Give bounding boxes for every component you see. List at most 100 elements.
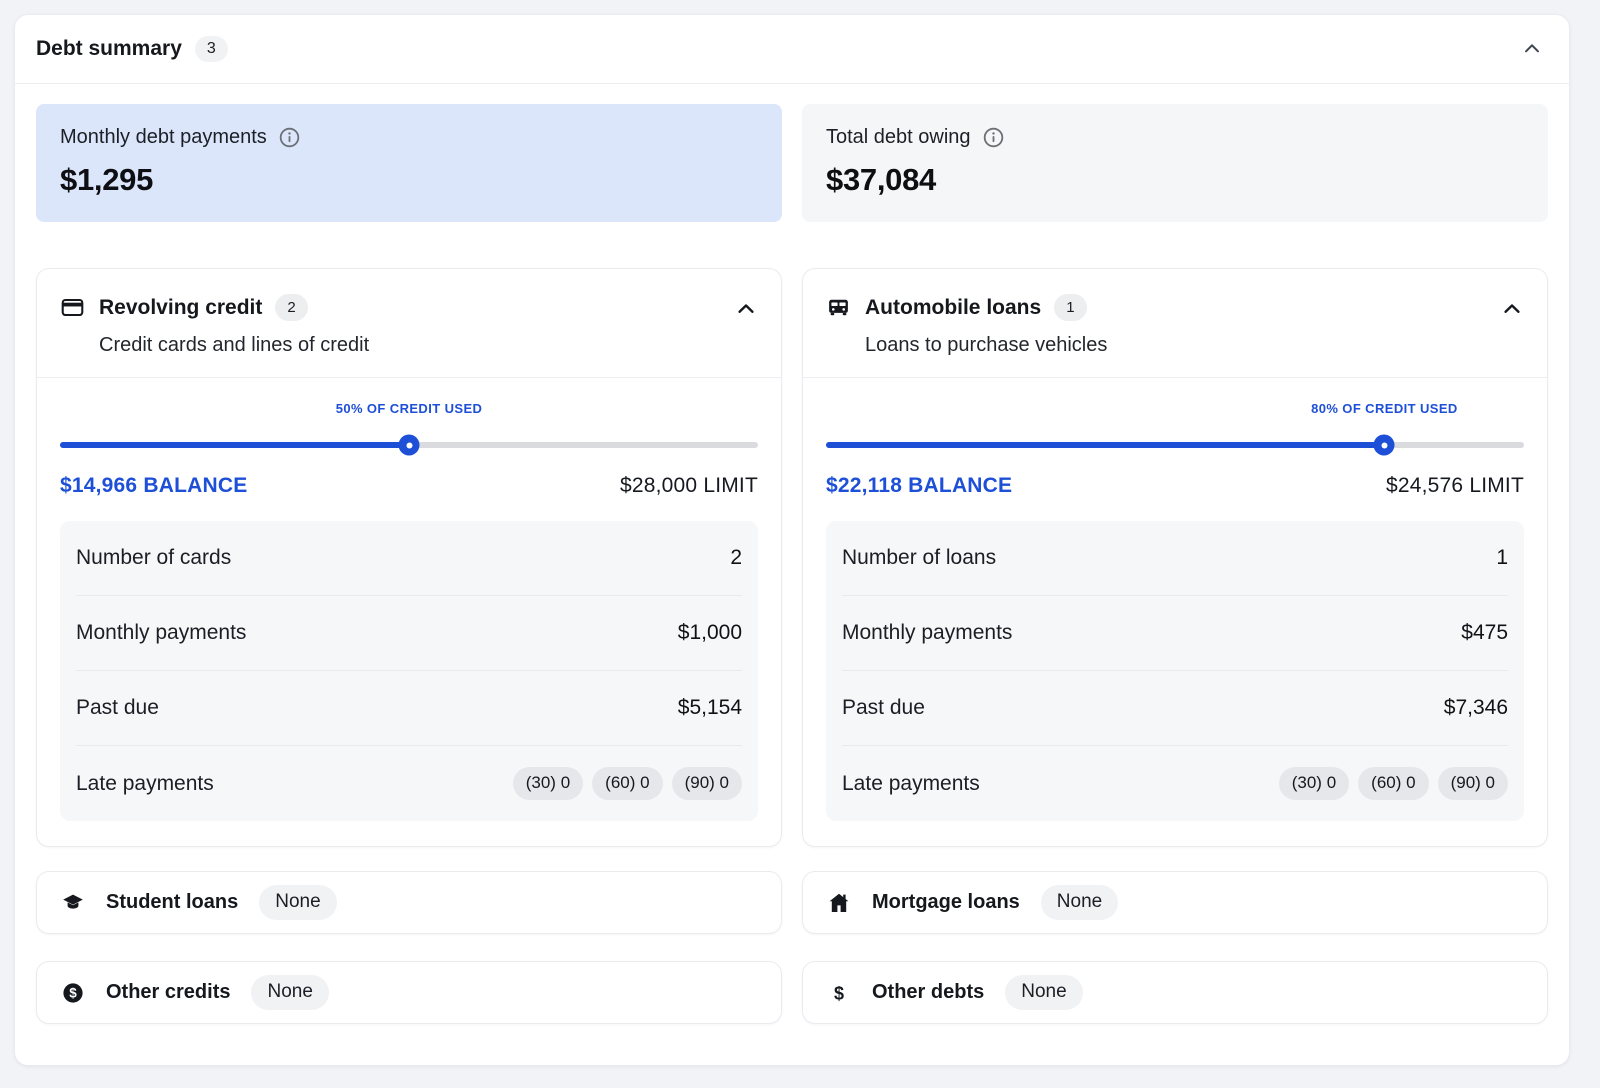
stats-label: Number of cards bbox=[76, 546, 231, 570]
monthly-debt-payments-card: Monthly debt payments $1,295 bbox=[36, 104, 782, 222]
slider-fill bbox=[60, 442, 409, 448]
automobile-loans-title: Automobile loans bbox=[865, 296, 1041, 320]
collapse-chevron-up-icon[interactable] bbox=[1521, 38, 1543, 60]
table-row: Past due $7,346 bbox=[842, 671, 1508, 746]
stats-label: Number of loans bbox=[842, 546, 996, 570]
revolving-credit-card: Revolving credit 2 Credit cards and line… bbox=[36, 268, 782, 847]
stats-value: $5,154 bbox=[678, 696, 742, 720]
svg-text:$: $ bbox=[69, 985, 77, 1000]
graduation-cap-icon bbox=[61, 891, 85, 915]
monthly-debt-label-row: Monthly debt payments bbox=[60, 126, 758, 149]
late-payment-pills: (30) 0 (60) 0 (90) 0 bbox=[1279, 767, 1508, 799]
total-debt-label-row: Total debt owing bbox=[826, 126, 1524, 149]
late-pill-30: (30) 0 bbox=[1279, 767, 1349, 799]
house-icon bbox=[827, 891, 851, 915]
automobile-loans-card: Automobile loans 1 Loans to purchase veh… bbox=[802, 268, 1548, 847]
table-row: Number of cards 2 bbox=[76, 521, 742, 596]
limit-text: $28,000 LIMIT bbox=[620, 474, 758, 498]
stats-value: 1 bbox=[1496, 546, 1508, 570]
stats-label: Late payments bbox=[76, 772, 214, 796]
other-debts-title: Other debts bbox=[872, 981, 984, 1004]
automobile-loans-header: Automobile loans 1 Loans to purchase veh… bbox=[803, 269, 1547, 377]
total-debt-label: Total debt owing bbox=[826, 126, 971, 149]
late-pill-60: (60) 0 bbox=[592, 767, 662, 799]
total-debt-value: $37,084 bbox=[826, 162, 1524, 198]
stats-value: 2 bbox=[730, 546, 742, 570]
slider-thumb[interactable] bbox=[399, 435, 420, 456]
credit-used-label: 50% OF CREDIT USED bbox=[336, 401, 483, 416]
automobile-loans-body: 80% OF CREDIT USED $22,118 BALANCE $24,5… bbox=[803, 378, 1547, 846]
summary-row: Monthly debt payments $1,295 Total debt … bbox=[36, 104, 1548, 222]
automobile-loans-stats-table: Number of loans 1 Monthly payments $475 … bbox=[826, 521, 1524, 821]
late-pill-90: (90) 0 bbox=[672, 767, 742, 799]
automobile-loans-title-row: Automobile loans 1 bbox=[865, 294, 1487, 321]
balance-text: $14,966 BALANCE bbox=[60, 474, 247, 498]
dollar-icon: $ bbox=[827, 981, 851, 1005]
detail-row: Revolving credit 2 Credit cards and line… bbox=[36, 268, 1548, 847]
late-pill-60: (60) 0 bbox=[1358, 767, 1428, 799]
slider-thumb[interactable] bbox=[1374, 435, 1395, 456]
late-payment-pills: (30) 0 (60) 0 (90) 0 bbox=[513, 767, 742, 799]
stats-label: Monthly payments bbox=[76, 621, 246, 645]
panel-content: Monthly debt payments $1,295 Total debt … bbox=[15, 84, 1569, 1050]
mortgage-loans-card[interactable]: Mortgage loans None bbox=[802, 871, 1548, 934]
other-debts-card[interactable]: $ Other debts None bbox=[802, 961, 1548, 1024]
limit-text: $24,576 LIMIT bbox=[1386, 474, 1524, 498]
panel-header: Debt summary 3 bbox=[15, 15, 1569, 84]
other-credits-card[interactable]: $ Other credits None bbox=[36, 961, 782, 1024]
collapse-chevron-up-icon[interactable] bbox=[1501, 298, 1523, 320]
late-pill-90: (90) 0 bbox=[1438, 767, 1508, 799]
collapse-chevron-up-icon[interactable] bbox=[735, 298, 757, 320]
debt-count-badge: 3 bbox=[195, 36, 228, 62]
late-pill-30: (30) 0 bbox=[513, 767, 583, 799]
stats-value: $7,346 bbox=[1444, 696, 1508, 720]
total-debt-owing-card: Total debt owing $37,084 bbox=[802, 104, 1548, 222]
student-loans-title: Student loans bbox=[106, 891, 238, 914]
other-credits-none-badge: None bbox=[251, 975, 328, 1010]
automobile-loans-count-badge: 1 bbox=[1054, 294, 1086, 321]
revolving-credit-head-main: Revolving credit 2 Credit cards and line… bbox=[99, 294, 721, 357]
debt-summary-panel: Debt summary 3 Monthly debt payments $1,… bbox=[14, 14, 1570, 1066]
stats-value: $475 bbox=[1461, 621, 1508, 645]
table-row: Monthly payments $475 bbox=[842, 596, 1508, 671]
revolving-credit-stats-table: Number of cards 2 Monthly payments $1,00… bbox=[60, 521, 758, 821]
table-row: Number of loans 1 bbox=[842, 521, 1508, 596]
student-loans-none-badge: None bbox=[259, 885, 336, 920]
balance-row: $22,118 BALANCE $24,576 LIMIT bbox=[826, 474, 1524, 498]
svg-text:$: $ bbox=[834, 983, 844, 1003]
stats-value: $1,000 bbox=[678, 621, 742, 645]
info-icon[interactable] bbox=[278, 126, 301, 149]
usage-label-row: 80% OF CREDIT USED bbox=[826, 401, 1524, 418]
usage-label-row: 50% OF CREDIT USED bbox=[60, 401, 758, 418]
revolving-credit-title-row: Revolving credit 2 bbox=[99, 294, 721, 321]
stats-label: Past due bbox=[842, 696, 925, 720]
other-credits-title: Other credits bbox=[106, 981, 230, 1004]
other-debts-none-badge: None bbox=[1005, 975, 1082, 1010]
stats-label: Monthly payments bbox=[842, 621, 1012, 645]
car-icon bbox=[826, 295, 851, 320]
automobile-loans-subtitle: Loans to purchase vehicles bbox=[865, 334, 1487, 357]
revolving-credit-title: Revolving credit bbox=[99, 296, 262, 320]
table-row: Late payments (30) 0 (60) 0 (90) 0 bbox=[76, 746, 742, 821]
automobile-loans-head-main: Automobile loans 1 Loans to purchase veh… bbox=[865, 294, 1487, 357]
page-title: Debt summary bbox=[36, 37, 182, 61]
credit-usage-slider[interactable] bbox=[60, 435, 758, 455]
credit-used-label: 80% OF CREDIT USED bbox=[1311, 401, 1458, 416]
revolving-credit-count-badge: 2 bbox=[275, 294, 307, 321]
info-icon[interactable] bbox=[982, 126, 1005, 149]
stats-label: Past due bbox=[76, 696, 159, 720]
mortgage-loans-title: Mortgage loans bbox=[872, 891, 1020, 914]
revolving-credit-body: 50% OF CREDIT USED $14,966 BALANCE $28,0… bbox=[37, 378, 781, 846]
monthly-debt-label: Monthly debt payments bbox=[60, 126, 267, 149]
table-row: Past due $5,154 bbox=[76, 671, 742, 746]
revolving-credit-subtitle: Credit cards and lines of credit bbox=[99, 334, 721, 357]
mini-sections-grid: Student loans None Mortgage loans None $… bbox=[36, 871, 1548, 1024]
revolving-credit-header: Revolving credit 2 Credit cards and line… bbox=[37, 269, 781, 377]
dollar-circle-icon: $ bbox=[61, 981, 85, 1005]
table-row: Monthly payments $1,000 bbox=[76, 596, 742, 671]
slider-fill bbox=[826, 442, 1384, 448]
credit-usage-slider[interactable] bbox=[826, 435, 1524, 455]
mortgage-loans-none-badge: None bbox=[1041, 885, 1118, 920]
balance-text: $22,118 BALANCE bbox=[826, 474, 1012, 498]
student-loans-card[interactable]: Student loans None bbox=[36, 871, 782, 934]
